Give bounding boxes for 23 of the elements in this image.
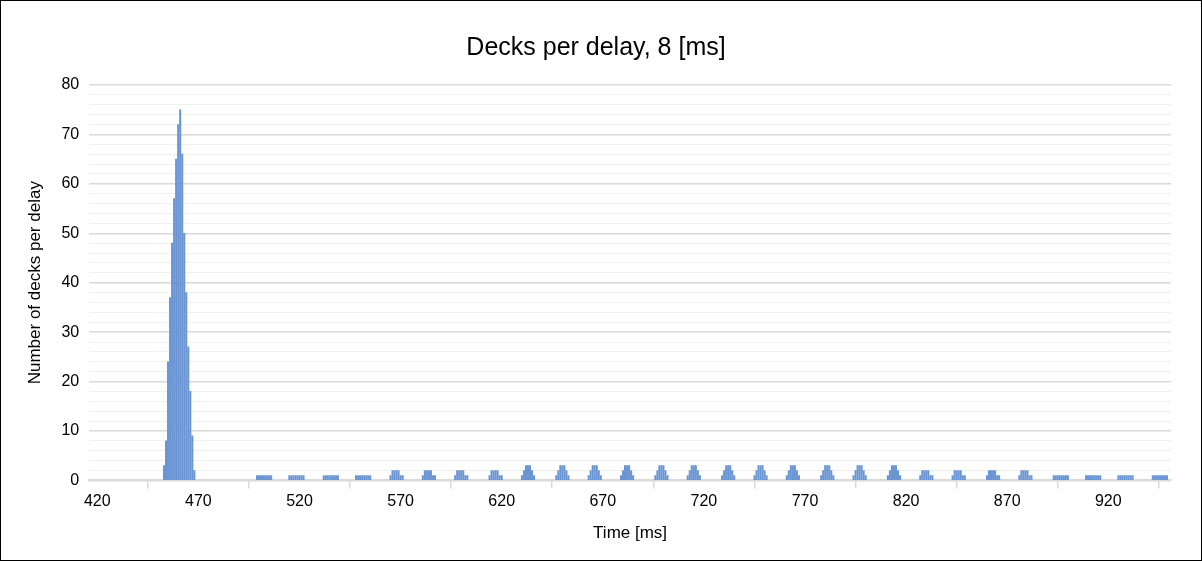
y-tick-label: 20 [61,371,80,389]
x-tick-label: 620 [488,492,516,510]
x-tick-label: 670 [589,492,617,510]
x-tick-label: 870 [993,492,1021,510]
y-tick-label: 30 [61,322,80,340]
x-tick-label: 470 [185,492,212,510]
y-tick-label: 70 [61,124,80,142]
y-axis-title: Number of decks per delay [24,180,44,385]
x-tick-label: 520 [286,492,313,510]
y-tick-label: 10 [61,421,80,439]
y-tick-label: 40 [61,273,80,291]
x-tick-label: 920 [1094,492,1122,510]
x-tick-label: 720 [690,492,718,510]
y-tick-label: 0 [70,470,80,488]
x-tick-label: 770 [791,492,819,510]
chart-title: Decks per delay, 8 [ms] [466,31,726,60]
y-tick-label: 50 [61,223,80,241]
x-tick-label: 570 [387,492,415,510]
x-tick-label: 420 [83,492,111,510]
x-axis-title: Time [ms] [593,523,668,543]
y-tick-label: 80 [61,75,80,93]
y-tick-label: 60 [61,174,80,192]
x-tick-label: 820 [892,492,920,510]
